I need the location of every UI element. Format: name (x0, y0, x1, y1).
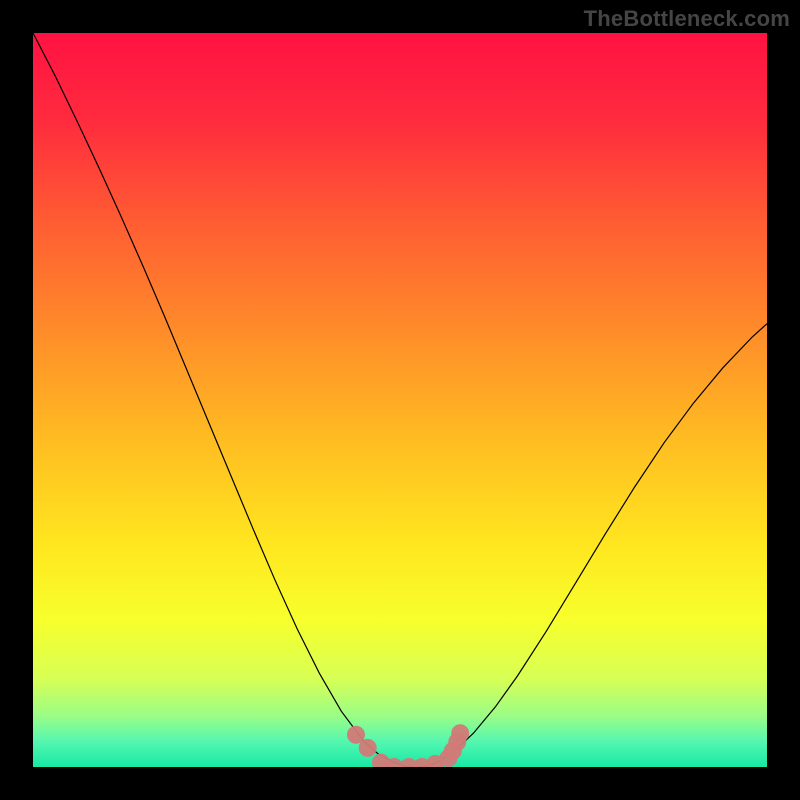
heatmap-background (33, 33, 767, 767)
watermark-text: TheBottleneck.com (584, 6, 790, 32)
marker-point (452, 725, 469, 742)
figure-root: TheBottleneck.com (0, 0, 800, 800)
plot-svg (33, 33, 767, 767)
marker-point (347, 726, 364, 743)
plot-area (33, 33, 767, 767)
marker-point (359, 739, 376, 756)
